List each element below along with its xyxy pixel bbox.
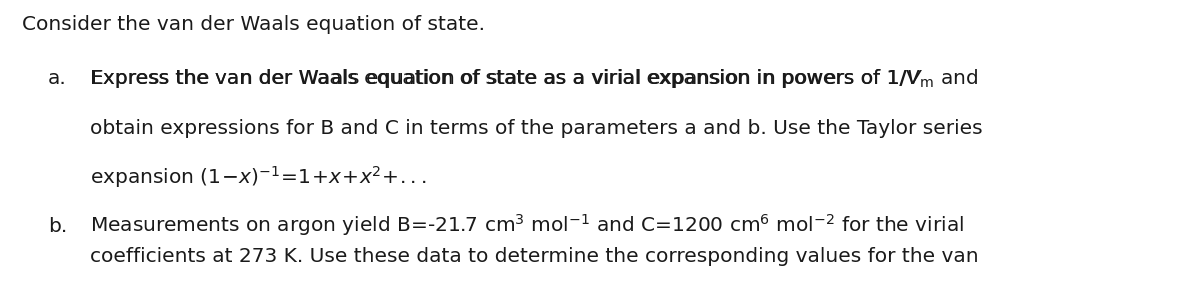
Text: expansion $(1\!-\!x)^{-1}\!=\!1\!+\!x\!+\!x^{2}\!+\!...$: expansion $(1\!-\!x)^{-1}\!=\!1\!+\!x\!+… bbox=[90, 164, 426, 190]
Text: Consider the van der Waals equation of state.: Consider the van der Waals equation of s… bbox=[22, 15, 485, 34]
Text: Express the van der Waals equation of state as a virial expansion in powers of 1: Express the van der Waals equation of st… bbox=[90, 69, 919, 88]
Text: b.: b. bbox=[48, 217, 67, 236]
Text: coefficients at 273 K. Use these data to determine the corresponding values for : coefficients at 273 K. Use these data to… bbox=[90, 247, 979, 266]
Text: Measurements on argon yield B=-21.7 cm$^{3}$ mol$^{-1}$ and C=1200 cm$^{6}$ mol$: Measurements on argon yield B=-21.7 cm$^… bbox=[90, 213, 964, 239]
Text: a.: a. bbox=[48, 69, 67, 88]
Text: Express the van der Waals equation of state as a virial expansion in powers of $: Express the van der Waals equation of st… bbox=[90, 67, 978, 90]
Text: obtain expressions for B and C in terms of the parameters a and b. Use the Taylo: obtain expressions for B and C in terms … bbox=[90, 119, 983, 138]
